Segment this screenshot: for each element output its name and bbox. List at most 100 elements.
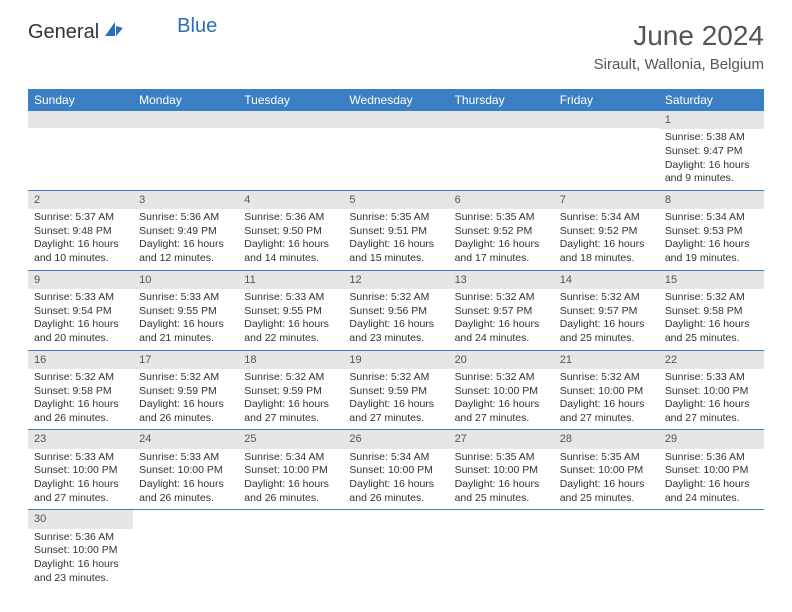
sunrise-line: Sunrise: 5:32 AM bbox=[349, 371, 442, 385]
sunrise-line: Sunrise: 5:34 AM bbox=[665, 211, 758, 225]
empty-daynum-bar bbox=[343, 111, 448, 128]
daylight-line: Daylight: 16 hours and 25 minutes. bbox=[560, 478, 653, 505]
daylight-line: Daylight: 16 hours and 27 minutes. bbox=[244, 398, 337, 425]
day-content: Sunrise: 5:32 AMSunset: 9:59 PMDaylight:… bbox=[343, 369, 448, 430]
day-number: 1 bbox=[659, 111, 764, 129]
sunset-line: Sunset: 9:59 PM bbox=[139, 385, 232, 399]
day-content: Sunrise: 5:35 AMSunset: 9:51 PMDaylight:… bbox=[343, 209, 448, 270]
daylight-line: Daylight: 16 hours and 27 minutes. bbox=[349, 398, 442, 425]
sunset-line: Sunset: 9:52 PM bbox=[560, 225, 653, 239]
sail-icon bbox=[103, 20, 125, 44]
day-number: 18 bbox=[238, 351, 343, 369]
calendar-cell: 3Sunrise: 5:36 AMSunset: 9:49 PMDaylight… bbox=[133, 190, 238, 270]
day-content: Sunrise: 5:32 AMSunset: 9:58 PMDaylight:… bbox=[659, 289, 764, 350]
daylight-line: Daylight: 16 hours and 24 minutes. bbox=[455, 318, 548, 345]
sunset-line: Sunset: 10:00 PM bbox=[34, 544, 127, 558]
sunset-line: Sunset: 9:58 PM bbox=[34, 385, 127, 399]
calendar-cell: 14Sunrise: 5:32 AMSunset: 9:57 PMDayligh… bbox=[554, 270, 659, 350]
calendar-cell bbox=[449, 111, 554, 190]
sunrise-line: Sunrise: 5:33 AM bbox=[139, 451, 232, 465]
calendar-cell: 13Sunrise: 5:32 AMSunset: 9:57 PMDayligh… bbox=[449, 270, 554, 350]
sunset-line: Sunset: 10:00 PM bbox=[560, 464, 653, 478]
sunrise-line: Sunrise: 5:32 AM bbox=[34, 371, 127, 385]
daylight-line: Daylight: 16 hours and 27 minutes. bbox=[455, 398, 548, 425]
sunrise-line: Sunrise: 5:33 AM bbox=[34, 451, 127, 465]
sunset-line: Sunset: 10:00 PM bbox=[560, 385, 653, 399]
day-number: 30 bbox=[28, 510, 133, 528]
title-block: June 2024 Sirault, Wallonia, Belgium bbox=[594, 20, 764, 73]
calendar-cell: 23Sunrise: 5:33 AMSunset: 10:00 PMDaylig… bbox=[28, 430, 133, 510]
calendar-row: 30Sunrise: 5:36 AMSunset: 10:00 PMDaylig… bbox=[28, 510, 764, 589]
day-content: Sunrise: 5:36 AMSunset: 9:50 PMDaylight:… bbox=[238, 209, 343, 270]
sunrise-line: Sunrise: 5:32 AM bbox=[139, 371, 232, 385]
day-number: 13 bbox=[449, 271, 554, 289]
sunset-line: Sunset: 9:55 PM bbox=[139, 305, 232, 319]
calendar-cell bbox=[659, 510, 764, 589]
day-number: 28 bbox=[554, 430, 659, 448]
day-content: Sunrise: 5:37 AMSunset: 9:48 PMDaylight:… bbox=[28, 209, 133, 270]
sunrise-line: Sunrise: 5:34 AM bbox=[560, 211, 653, 225]
sunset-line: Sunset: 9:59 PM bbox=[244, 385, 337, 399]
sunrise-line: Sunrise: 5:35 AM bbox=[455, 211, 548, 225]
logo-text-1: General bbox=[28, 21, 99, 44]
empty-daynum-bar bbox=[133, 111, 238, 128]
sunset-line: Sunset: 9:53 PM bbox=[665, 225, 758, 239]
sunset-line: Sunset: 9:55 PM bbox=[244, 305, 337, 319]
day-number: 14 bbox=[554, 271, 659, 289]
sunrise-line: Sunrise: 5:33 AM bbox=[244, 291, 337, 305]
calendar-cell: 12Sunrise: 5:32 AMSunset: 9:56 PMDayligh… bbox=[343, 270, 448, 350]
day-content: Sunrise: 5:33 AMSunset: 9:55 PMDaylight:… bbox=[133, 289, 238, 350]
calendar-cell: 1Sunrise: 5:38 AMSunset: 9:47 PMDaylight… bbox=[659, 111, 764, 190]
sunrise-line: Sunrise: 5:32 AM bbox=[560, 291, 653, 305]
day-content: Sunrise: 5:32 AMSunset: 9:58 PMDaylight:… bbox=[28, 369, 133, 430]
sunset-line: Sunset: 9:54 PM bbox=[34, 305, 127, 319]
calendar-cell: 2Sunrise: 5:37 AMSunset: 9:48 PMDaylight… bbox=[28, 190, 133, 270]
sunset-line: Sunset: 10:00 PM bbox=[244, 464, 337, 478]
sunset-line: Sunset: 9:56 PM bbox=[349, 305, 442, 319]
sunrise-line: Sunrise: 5:33 AM bbox=[34, 291, 127, 305]
day-content: Sunrise: 5:34 AMSunset: 9:52 PMDaylight:… bbox=[554, 209, 659, 270]
daylight-line: Daylight: 16 hours and 23 minutes. bbox=[349, 318, 442, 345]
weekday-header: Sunday bbox=[28, 89, 133, 111]
sunset-line: Sunset: 10:00 PM bbox=[455, 464, 548, 478]
calendar-cell: 9Sunrise: 5:33 AMSunset: 9:54 PMDaylight… bbox=[28, 270, 133, 350]
day-content: Sunrise: 5:33 AMSunset: 10:00 PMDaylight… bbox=[133, 449, 238, 510]
day-content: Sunrise: 5:36 AMSunset: 10:00 PMDaylight… bbox=[659, 449, 764, 510]
sunset-line: Sunset: 9:52 PM bbox=[455, 225, 548, 239]
calendar-cell: 19Sunrise: 5:32 AMSunset: 9:59 PMDayligh… bbox=[343, 350, 448, 430]
empty-daynum-bar bbox=[238, 111, 343, 128]
sunset-line: Sunset: 9:49 PM bbox=[139, 225, 232, 239]
sunrise-line: Sunrise: 5:37 AM bbox=[34, 211, 127, 225]
day-number: 12 bbox=[343, 271, 448, 289]
day-number: 27 bbox=[449, 430, 554, 448]
calendar-cell: 28Sunrise: 5:35 AMSunset: 10:00 PMDaylig… bbox=[554, 430, 659, 510]
daylight-line: Daylight: 16 hours and 26 minutes. bbox=[139, 478, 232, 505]
calendar-cell bbox=[238, 510, 343, 589]
day-content: Sunrise: 5:32 AMSunset: 9:59 PMDaylight:… bbox=[238, 369, 343, 430]
daylight-line: Daylight: 16 hours and 15 minutes. bbox=[349, 238, 442, 265]
day-content: Sunrise: 5:32 AMSunset: 9:57 PMDaylight:… bbox=[449, 289, 554, 350]
empty-daynum-bar bbox=[449, 111, 554, 128]
day-number: 25 bbox=[238, 430, 343, 448]
day-number: 3 bbox=[133, 191, 238, 209]
calendar-cell: 16Sunrise: 5:32 AMSunset: 9:58 PMDayligh… bbox=[28, 350, 133, 430]
sunset-line: Sunset: 9:51 PM bbox=[349, 225, 442, 239]
calendar-table: SundayMondayTuesdayWednesdayThursdayFrid… bbox=[28, 89, 764, 589]
weekday-header: Monday bbox=[133, 89, 238, 111]
day-number: 20 bbox=[449, 351, 554, 369]
calendar-row: 1Sunrise: 5:38 AMSunset: 9:47 PMDaylight… bbox=[28, 111, 764, 190]
day-number: 8 bbox=[659, 191, 764, 209]
daylight-line: Daylight: 16 hours and 9 minutes. bbox=[665, 159, 758, 186]
day-content: Sunrise: 5:33 AMSunset: 9:54 PMDaylight:… bbox=[28, 289, 133, 350]
day-number: 23 bbox=[28, 430, 133, 448]
sunrise-line: Sunrise: 5:33 AM bbox=[139, 291, 232, 305]
calendar-cell: 30Sunrise: 5:36 AMSunset: 10:00 PMDaylig… bbox=[28, 510, 133, 589]
sunrise-line: Sunrise: 5:33 AM bbox=[665, 371, 758, 385]
day-number: 5 bbox=[343, 191, 448, 209]
calendar-cell: 6Sunrise: 5:35 AMSunset: 9:52 PMDaylight… bbox=[449, 190, 554, 270]
daylight-line: Daylight: 16 hours and 24 minutes. bbox=[665, 478, 758, 505]
sunrise-line: Sunrise: 5:32 AM bbox=[455, 371, 548, 385]
calendar-cell: 11Sunrise: 5:33 AMSunset: 9:55 PMDayligh… bbox=[238, 270, 343, 350]
sunrise-line: Sunrise: 5:32 AM bbox=[665, 291, 758, 305]
day-content: Sunrise: 5:35 AMSunset: 10:00 PMDaylight… bbox=[449, 449, 554, 510]
